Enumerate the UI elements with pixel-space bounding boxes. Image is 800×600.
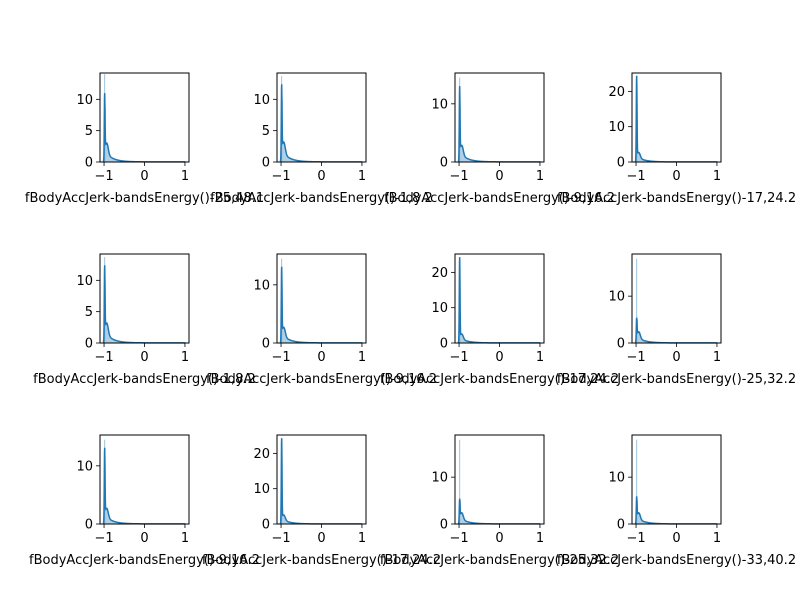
y-tick-label: 20: [253, 447, 270, 462]
y-tick-label: 0: [617, 156, 625, 171]
y-tick-label: 10: [608, 471, 625, 486]
x-tick-label: −1: [626, 531, 645, 546]
y-tick-label: 10: [253, 482, 270, 497]
x-tick-label: 0: [672, 531, 680, 546]
x-tick-label: 0: [672, 169, 680, 184]
x-tick-label: 0: [495, 531, 503, 546]
x-tick-label: 0: [140, 531, 148, 546]
y-tick-label: 0: [440, 337, 448, 352]
x-tick-label: 0: [495, 169, 503, 184]
x-tick-label: −1: [271, 531, 290, 546]
y-tick-label: 10: [431, 301, 448, 316]
x-tick-label: 1: [181, 169, 189, 184]
y-tick-label: 10: [76, 459, 93, 474]
subplot-11: 010−1 0 1fBodyAccJerk-bandsEnergy()-25,32.…: [380, 434, 619, 568]
y-tick-label: 10: [608, 120, 625, 135]
y-tick-label: 0: [262, 518, 270, 533]
y-tick-label: 0: [262, 337, 270, 352]
x-axis-label: fBodyAccJerk-bandsEnergy()-33,40.2: [557, 553, 796, 568]
x-tick-label: −1: [271, 169, 290, 184]
x-axis-label: fBodyAccJerk-bandsEnergy()-17,24.2: [380, 372, 619, 387]
y-tick-label: 10: [253, 93, 270, 108]
y-tick-label: 0: [440, 156, 448, 171]
x-tick-label: 1: [713, 350, 721, 365]
x-tick-label: 1: [536, 350, 544, 365]
x-tick-label: 0: [140, 169, 148, 184]
y-tick-label: 10: [76, 274, 93, 289]
y-tick-label: 5: [262, 124, 270, 139]
x-axis-label: fBodyAccJerk-bandsEnergy()-25,48.1: [25, 191, 264, 206]
x-tick-label: −1: [449, 169, 468, 184]
y-tick-label: 10: [76, 93, 93, 108]
y-tick-label: 10: [608, 290, 625, 305]
x-tick-label: 1: [358, 169, 366, 184]
x-axis-label: fBodyAccJerk-bandsEnergy()-9,16.2: [29, 553, 260, 568]
y-tick-label: 20: [431, 266, 448, 281]
y-tick-label: 5: [85, 305, 93, 320]
x-tick-label: −1: [271, 350, 290, 365]
y-tick-label: 5: [85, 124, 93, 139]
x-axis-label: fBodyAccJerk-bandsEnergy()-25,32.2: [380, 553, 619, 568]
x-tick-label: 1: [181, 350, 189, 365]
x-axis-label: fBodyAccJerk-bandsEnergy()-17,24.2: [557, 191, 796, 206]
y-tick-label: 0: [617, 337, 625, 352]
y-tick-label: 0: [440, 518, 448, 533]
x-tick-label: 0: [317, 531, 325, 546]
x-tick-label: 1: [536, 169, 544, 184]
y-tick-label: 0: [85, 337, 93, 352]
y-tick-label: 20: [608, 85, 625, 100]
x-tick-label: 1: [181, 531, 189, 546]
x-tick-label: 1: [536, 531, 544, 546]
y-tick-label: 0: [85, 156, 93, 171]
x-tick-label: −1: [449, 531, 468, 546]
x-axis-label: fBodyAccJerk-bandsEnergy()-17,24.2: [202, 553, 441, 568]
x-tick-label: −1: [94, 531, 113, 546]
subplot-8: 010−1 0 1fBodyAccJerk-bandsEnergy()-25,32.…: [557, 253, 796, 387]
x-tick-label: 1: [713, 169, 721, 184]
x-axis-label: fBodyAccJerk-bandsEnergy()-1,8.2: [210, 191, 433, 206]
x-axis-label: fBodyAccJerk-bandsEnergy()-9,16.2: [206, 372, 437, 387]
x-tick-label: 0: [317, 169, 325, 184]
x-tick-label: 1: [358, 350, 366, 365]
y-tick-label: 10: [431, 97, 448, 112]
x-axis-label: fBodyAccJerk-bandsEnergy()-25,32.2: [557, 372, 796, 387]
y-tick-label: 0: [262, 156, 270, 171]
y-tick-label: 10: [253, 278, 270, 293]
x-tick-label: 0: [140, 350, 148, 365]
x-tick-label: −1: [626, 350, 645, 365]
x-tick-label: −1: [94, 169, 113, 184]
x-tick-label: 0: [495, 350, 503, 365]
x-tick-label: 1: [713, 531, 721, 546]
x-tick-label: −1: [94, 350, 113, 365]
x-axis-label: fBodyAccJerk-bandsEnergy()-1,8.2: [33, 372, 256, 387]
x-axis-label: fBodyAccJerk-bandsEnergy()-9,16.2: [384, 191, 615, 206]
x-tick-label: −1: [626, 169, 645, 184]
y-tick-label: 10: [431, 471, 448, 486]
subplot-12: 010−1 0 1fBodyAccJerk-bandsEnergy()-33,40.…: [557, 434, 796, 568]
x-tick-label: 0: [317, 350, 325, 365]
x-tick-label: 0: [672, 350, 680, 365]
x-tick-label: 1: [358, 531, 366, 546]
y-tick-label: 0: [617, 518, 625, 533]
x-tick-label: −1: [449, 350, 468, 365]
y-tick-label: 0: [85, 518, 93, 533]
